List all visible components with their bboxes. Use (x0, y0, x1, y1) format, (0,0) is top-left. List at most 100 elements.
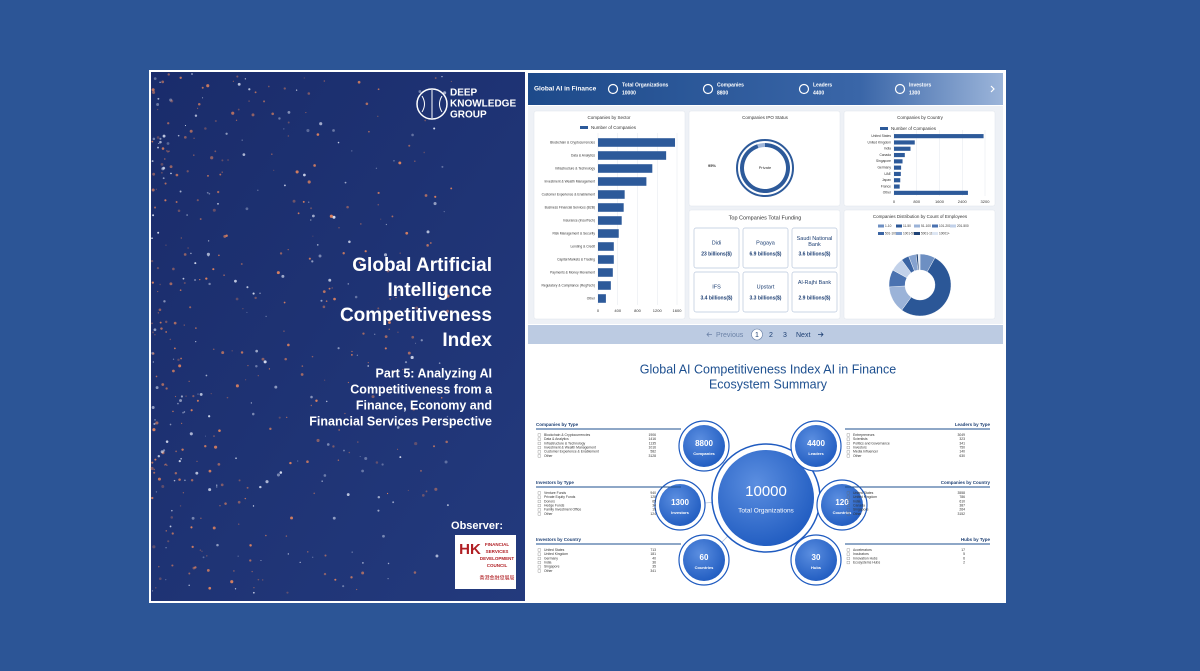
particle (382, 534, 385, 538)
particle (151, 90, 156, 95)
particle (357, 80, 361, 84)
node-label: Companies (693, 451, 715, 456)
particle (438, 362, 441, 364)
node-circle (795, 425, 837, 467)
particle (398, 161, 402, 165)
particle (157, 291, 159, 293)
particle (386, 269, 390, 273)
particle (180, 395, 184, 398)
particle (158, 577, 162, 581)
row-value: 2 (963, 560, 965, 564)
particle (323, 80, 326, 82)
funding-box (693, 227, 740, 269)
particle (217, 462, 221, 466)
particle (263, 360, 267, 364)
particle (169, 98, 173, 102)
particle (391, 215, 394, 218)
particle (151, 140, 154, 143)
particle (343, 449, 345, 452)
particle (325, 300, 328, 302)
row-checkbox (537, 441, 541, 445)
row-value: 3152 (957, 512, 965, 516)
particle (434, 77, 437, 79)
particle (351, 354, 353, 356)
particle (167, 151, 169, 153)
particle (413, 571, 417, 574)
observer-logo-line: SERVICES (486, 549, 509, 554)
row-label: Scientists (853, 437, 868, 441)
particle (183, 411, 186, 413)
particle (364, 265, 367, 268)
particle (179, 190, 182, 193)
stat-label: Investors (909, 82, 931, 88)
particle (253, 587, 255, 589)
particle (183, 253, 187, 256)
particle (172, 267, 175, 271)
particle (178, 460, 181, 463)
particle (357, 441, 359, 443)
particle (441, 165, 444, 168)
particle (377, 191, 380, 195)
particle (165, 547, 167, 549)
particle (169, 282, 173, 286)
particle (194, 278, 197, 282)
particle (415, 306, 419, 310)
particle (154, 419, 156, 421)
particle (195, 327, 197, 329)
page-number[interactable]: 3 (783, 332, 787, 339)
row-label: Innovation Hubs (853, 556, 878, 560)
particle (179, 505, 182, 507)
row-label: Investors (853, 445, 867, 449)
row-label: United Kingdom (853, 495, 877, 499)
legend-label: 101-200 (939, 224, 951, 228)
particle (346, 493, 350, 496)
particle (255, 349, 259, 353)
particle (271, 153, 273, 155)
particle (358, 261, 361, 264)
page-number[interactable]: 1 (755, 332, 759, 339)
particle (151, 237, 153, 240)
particle (180, 237, 182, 239)
row-checkbox (537, 565, 541, 569)
particle (387, 577, 389, 580)
legend-label: Number of Companies (891, 126, 937, 131)
particle (301, 365, 304, 367)
particle (251, 570, 253, 573)
particle (199, 279, 201, 281)
bar (598, 151, 667, 160)
particle (153, 471, 156, 474)
particle (365, 102, 369, 106)
pagination-previous: Previous (716, 332, 744, 339)
row-value: 630 (959, 454, 965, 458)
particle (237, 500, 241, 504)
particle (384, 335, 388, 339)
row-label: Other (544, 569, 553, 573)
row-checkbox (537, 499, 541, 503)
legend-swatch (932, 232, 938, 235)
particle (307, 92, 311, 95)
particle (153, 77, 157, 80)
particle (185, 395, 187, 397)
row-checkbox (846, 433, 850, 437)
particle (356, 354, 358, 356)
particle (254, 91, 257, 94)
row-checkbox (537, 433, 541, 437)
legend-label: 501-1000 (885, 231, 899, 235)
page-number[interactable]: 2 (769, 332, 773, 339)
particle (337, 347, 340, 350)
page-current[interactable] (751, 328, 763, 341)
row-label: Hedge Funds (544, 503, 565, 507)
particle (166, 142, 170, 145)
particle (342, 252, 345, 255)
particle (201, 86, 204, 89)
particle (174, 472, 178, 475)
particle (244, 379, 247, 381)
particle (180, 457, 182, 460)
particle (155, 188, 158, 191)
x-tick-label: 3200 (981, 199, 991, 204)
particle (262, 579, 264, 581)
particle (244, 497, 247, 500)
particle (196, 460, 198, 463)
particle (321, 480, 323, 482)
particle (257, 189, 259, 191)
